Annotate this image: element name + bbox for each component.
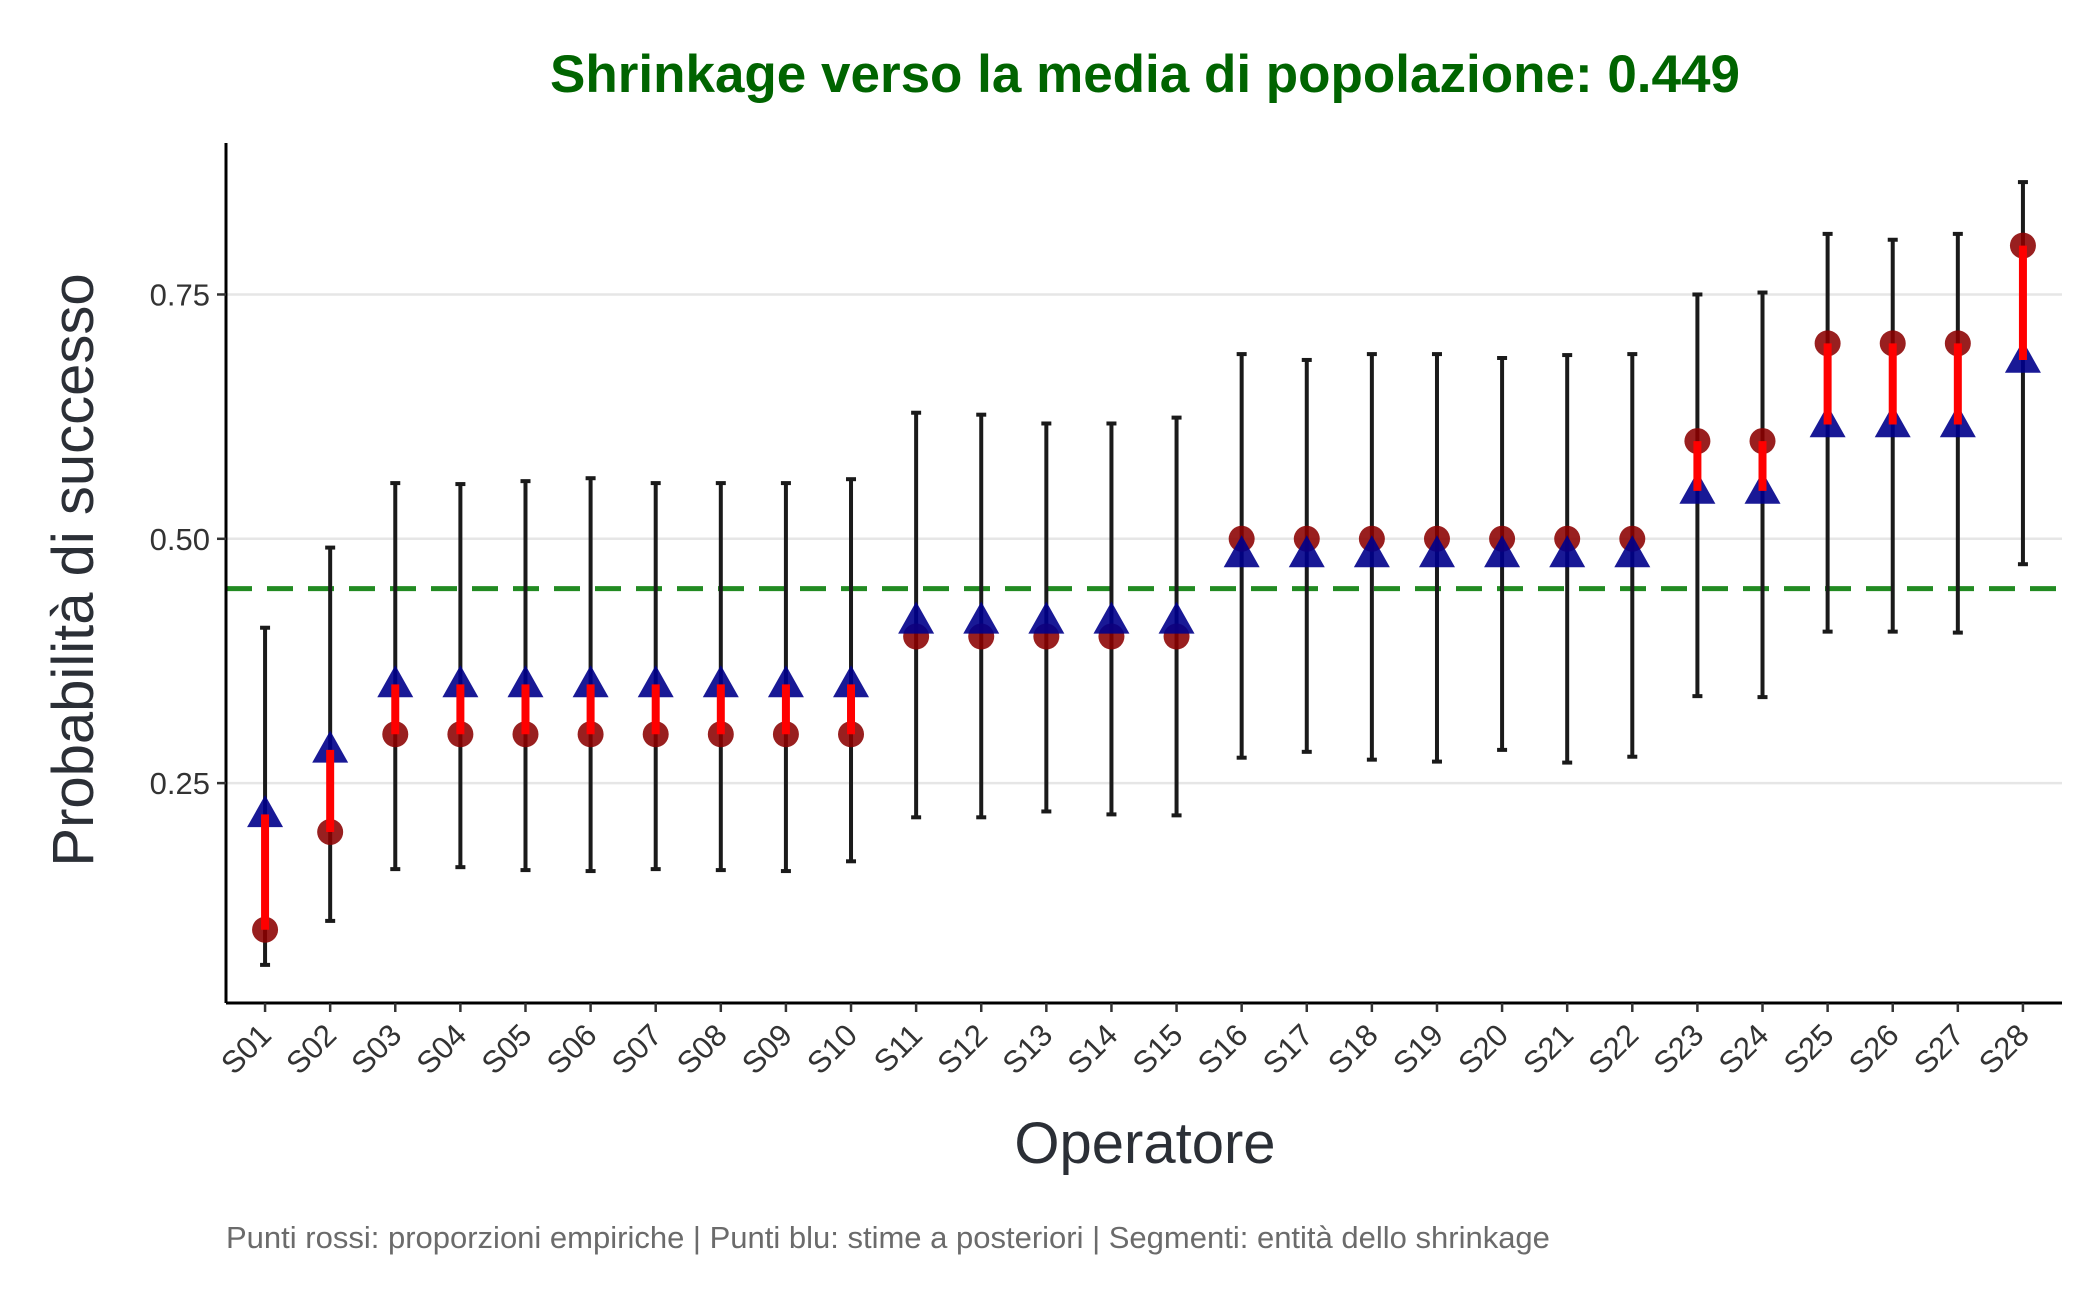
posterior-point bbox=[898, 601, 935, 634]
x-tick-label: S24 bbox=[1712, 1017, 1776, 1081]
x-tick-label: S26 bbox=[1842, 1017, 1906, 1081]
chart-caption: Punti rossi: proporzioni empiriche | Pun… bbox=[226, 1220, 1550, 1255]
posterior-point bbox=[963, 601, 1000, 634]
x-tick-label: S11 bbox=[867, 1017, 929, 1079]
x-tick-label: S16 bbox=[1191, 1017, 1255, 1081]
x-tick-label: S17 bbox=[1256, 1017, 1320, 1081]
posterior-point bbox=[1549, 535, 1586, 568]
posterior-point bbox=[1484, 535, 1521, 568]
x-tick-label: S23 bbox=[1647, 1017, 1711, 1081]
chart-title: Shrinkage verso la media di popolazione:… bbox=[550, 45, 1740, 104]
x-tick-label: S22 bbox=[1581, 1017, 1645, 1081]
y-ticks: 0.25 0.50 0.75 bbox=[150, 277, 226, 801]
x-tick-label: S28 bbox=[1972, 1017, 2036, 1081]
x-tick-label: S12 bbox=[930, 1017, 994, 1081]
x-tick-label: S01 bbox=[214, 1017, 278, 1081]
x-tick-label: S18 bbox=[1321, 1017, 1385, 1081]
x-tick-label: S07 bbox=[605, 1017, 669, 1081]
posterior-point bbox=[1614, 535, 1651, 568]
x-ticks: S01 S02 S03 S04 S05 S06 S07 S08 S09 S10 S11 S12 S13 S… bbox=[214, 1003, 2036, 1081]
posterior-point bbox=[572, 665, 609, 698]
axes bbox=[224, 143, 2062, 1005]
x-tick-label: S25 bbox=[1777, 1017, 1841, 1081]
posterior-point bbox=[247, 795, 284, 828]
errorbar-layer bbox=[260, 180, 2028, 967]
posterior-point bbox=[1093, 601, 1130, 634]
grid-lines bbox=[226, 293, 2062, 785]
posterior-point bbox=[1028, 601, 1065, 634]
x-tick-label: S21 bbox=[1516, 1017, 1580, 1081]
y-axis-title: Probabilità di successo bbox=[41, 273, 106, 866]
posterior-points-layer bbox=[247, 340, 2041, 828]
x-tick-label: S10 bbox=[800, 1017, 864, 1081]
x-tick-label: S15 bbox=[1126, 1017, 1190, 1081]
posterior-point bbox=[1418, 535, 1455, 568]
y-tick-label: 0.25 bbox=[150, 766, 210, 801]
x-tick-label: S08 bbox=[670, 1017, 734, 1081]
posterior-point bbox=[1223, 535, 1260, 568]
x-tick-label: S19 bbox=[1386, 1017, 1450, 1081]
y-tick-label: 0.75 bbox=[150, 277, 210, 312]
posterior-point bbox=[442, 665, 479, 698]
x-tick-label: S05 bbox=[475, 1017, 539, 1081]
posterior-point bbox=[833, 665, 870, 698]
x-tick-label: S03 bbox=[344, 1017, 408, 1081]
posterior-point bbox=[1288, 535, 1325, 568]
x-tick-label: S04 bbox=[410, 1017, 474, 1081]
posterior-point bbox=[507, 665, 544, 698]
posterior-point bbox=[767, 665, 804, 698]
posterior-point bbox=[1353, 535, 1390, 568]
x-axis-title: Operatore bbox=[1014, 1111, 1275, 1176]
posterior-point bbox=[377, 665, 414, 698]
posterior-point bbox=[637, 665, 674, 698]
shrinkage-segments-layer bbox=[261, 245, 2027, 930]
posterior-point bbox=[312, 730, 349, 763]
posterior-point bbox=[1158, 601, 1195, 634]
x-tick-label: S27 bbox=[1907, 1017, 1971, 1081]
x-tick-label: S06 bbox=[540, 1017, 604, 1081]
x-tick-label: S02 bbox=[279, 1017, 343, 1081]
posterior-point bbox=[702, 665, 739, 698]
x-tick-label: S13 bbox=[996, 1017, 1060, 1081]
x-tick-label: S09 bbox=[735, 1017, 799, 1081]
y-tick-label: 0.50 bbox=[150, 522, 210, 557]
x-tick-label: S20 bbox=[1451, 1017, 1515, 1081]
x-tick-label: S14 bbox=[1061, 1017, 1125, 1081]
